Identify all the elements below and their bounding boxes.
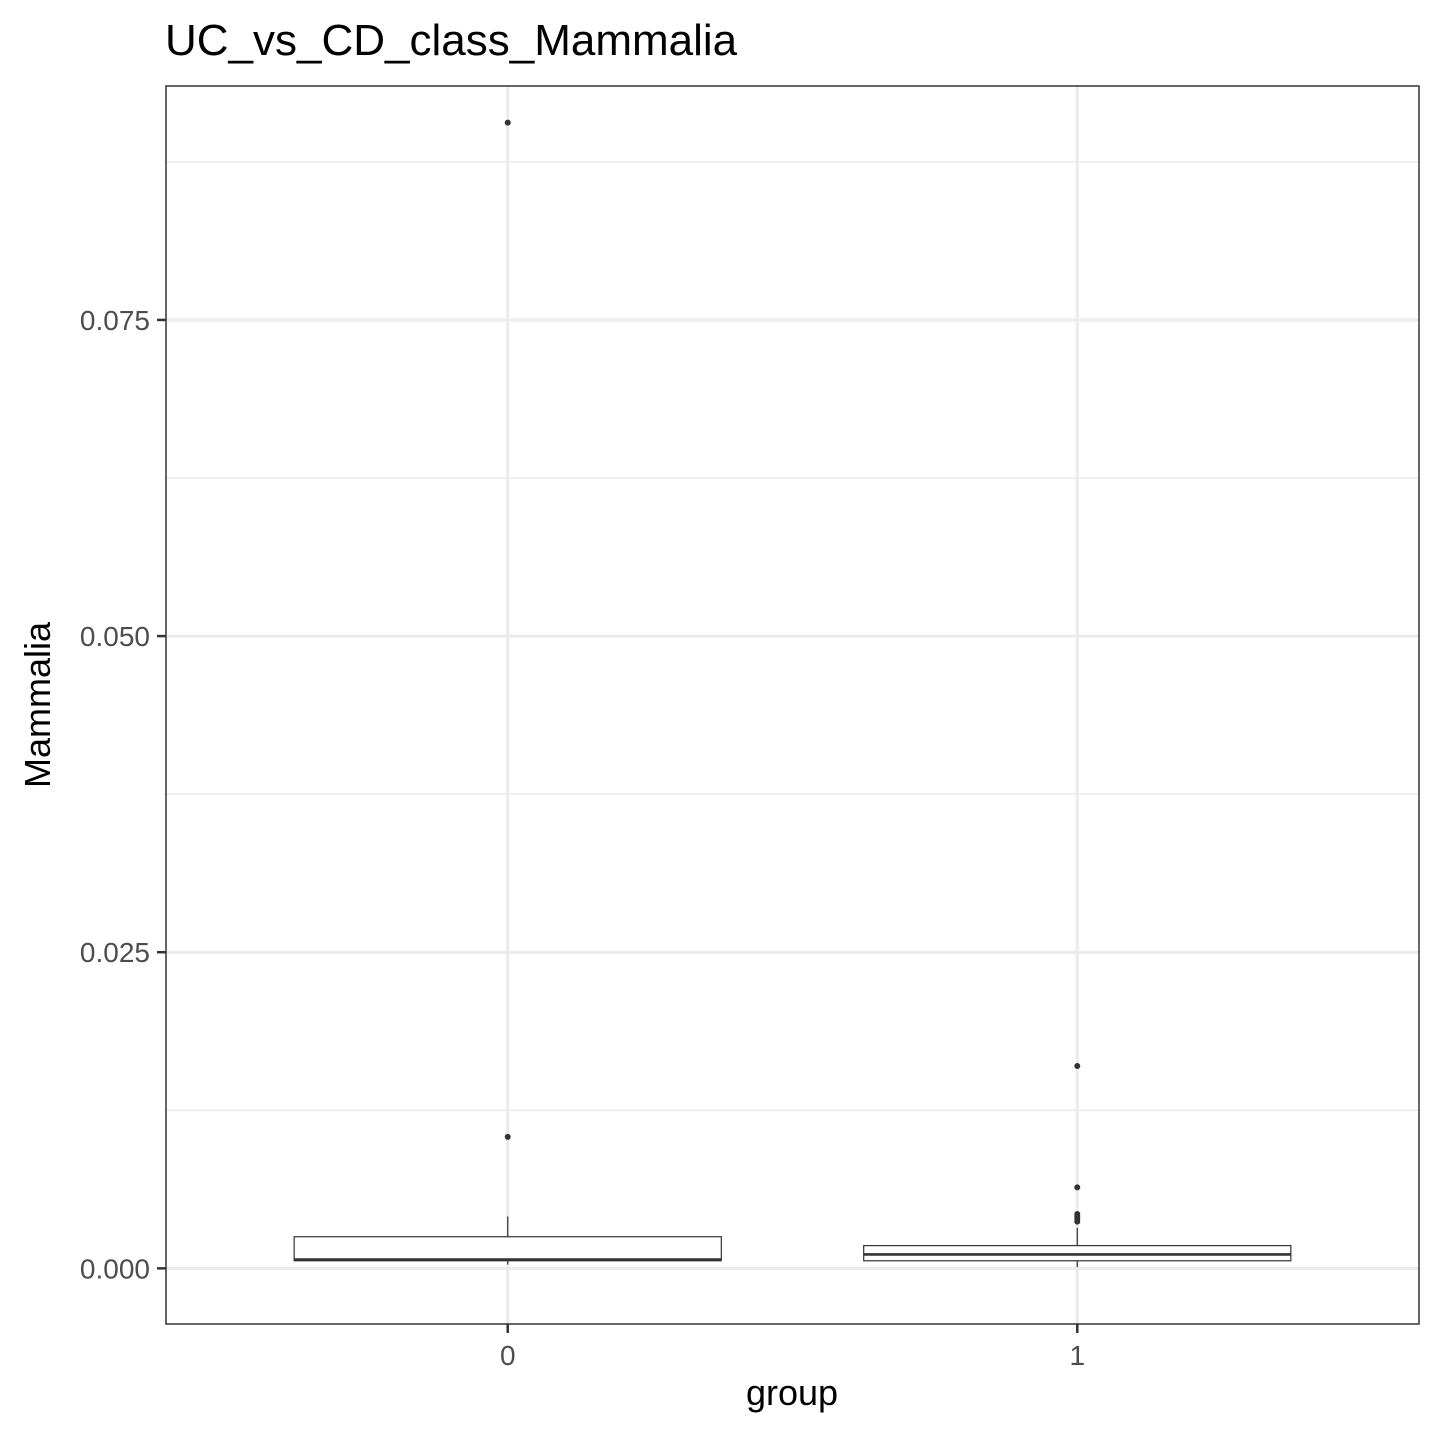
outlier-point xyxy=(1074,1210,1081,1217)
y-tick-label: 0.075 xyxy=(80,305,150,336)
plot-panel xyxy=(166,86,1419,1324)
y-tick-label: 0.050 xyxy=(80,621,150,652)
y-axis-title: Mammalia xyxy=(17,621,58,788)
axes: 0.000 0.025 0.050 0.075 0 1 xyxy=(80,305,1085,1371)
grid-lines xyxy=(166,86,1419,1324)
y-tick-label: 0.000 xyxy=(80,1253,150,1284)
panel-border xyxy=(165,85,1420,1325)
outlier-point xyxy=(504,119,511,126)
chart-title: UC_vs_CD_class_Mammalia xyxy=(165,16,738,65)
box-iqr xyxy=(293,1236,722,1262)
boxes xyxy=(293,119,1292,1268)
box-group-0 xyxy=(293,119,722,1265)
outlier-point xyxy=(504,1133,511,1140)
x-tick-label: 0 xyxy=(500,1340,516,1371)
y-tick-label: 0.025 xyxy=(80,937,150,968)
x-axis-title: group xyxy=(746,1372,838,1413)
x-tick-label: 1 xyxy=(1069,1340,1085,1371)
panel-background xyxy=(166,86,1419,1324)
box-group-1 xyxy=(863,1063,1292,1268)
outlier-point xyxy=(1074,1184,1081,1191)
panel-frame xyxy=(165,85,1420,1325)
outlier-point xyxy=(1074,1063,1081,1070)
